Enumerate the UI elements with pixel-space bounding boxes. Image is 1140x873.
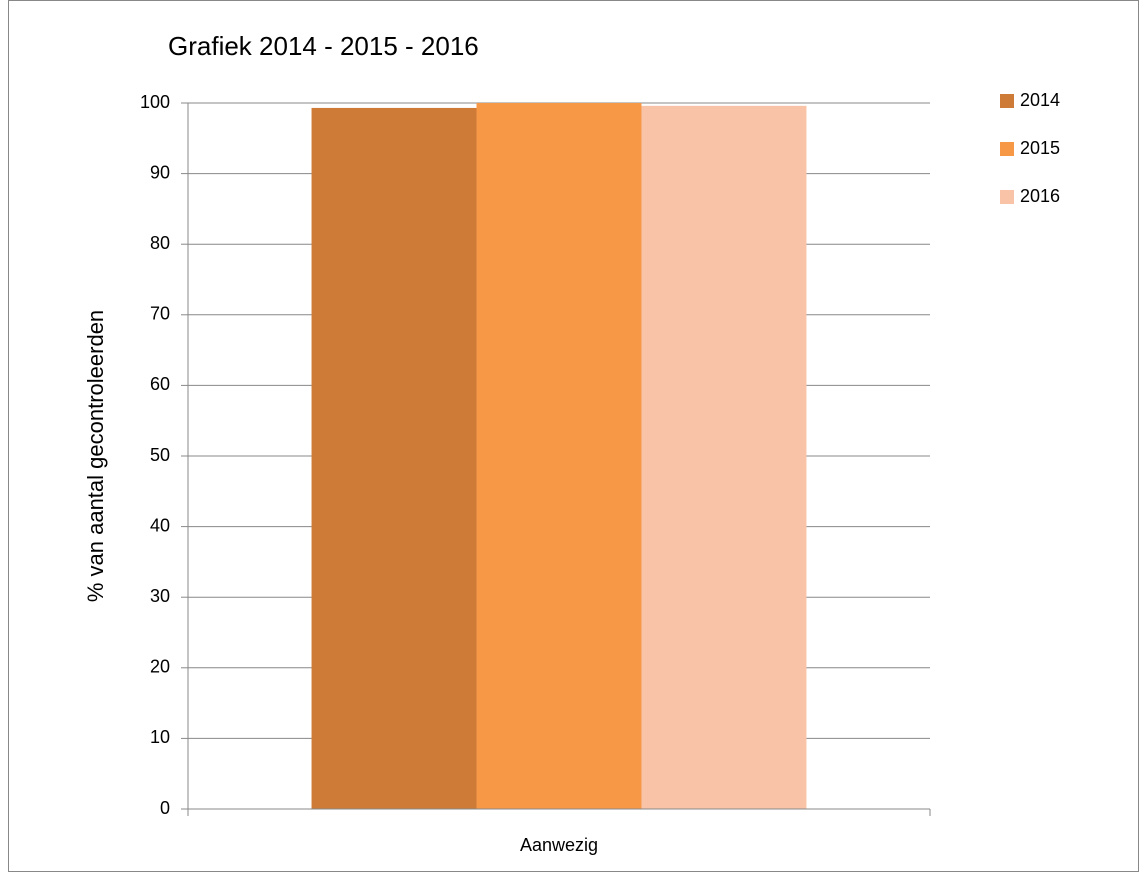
legend-swatch (1000, 190, 1014, 204)
legend-swatch (1000, 94, 1014, 108)
y-tick-label: 60 (150, 374, 170, 394)
y-tick-label: 80 (150, 233, 170, 253)
bar (641, 105, 807, 810)
legend-label: 2015 (1020, 138, 1060, 158)
y-tick-label: 30 (150, 586, 170, 606)
y-tick-label: 20 (150, 657, 170, 677)
y-axis-label: % van aantal gecontroleerden (83, 310, 108, 602)
y-tick-label: 70 (150, 304, 170, 324)
legend-swatch (1000, 142, 1014, 156)
y-tick-label: 40 (150, 515, 170, 535)
y-tick-label: 50 (150, 445, 170, 465)
x-tick-label: Aanwezig (520, 835, 598, 855)
y-tick-label: 10 (150, 727, 170, 747)
chart-title: Grafiek 2014 - 2015 - 2016 (168, 31, 479, 61)
bar (311, 107, 477, 809)
y-tick-label: 0 (160, 798, 170, 818)
legend-label: 2016 (1020, 186, 1060, 206)
y-tick-label: 100 (140, 92, 170, 112)
y-tick-label: 90 (150, 162, 170, 182)
bar (476, 103, 642, 809)
legend-label: 2014 (1020, 90, 1060, 110)
